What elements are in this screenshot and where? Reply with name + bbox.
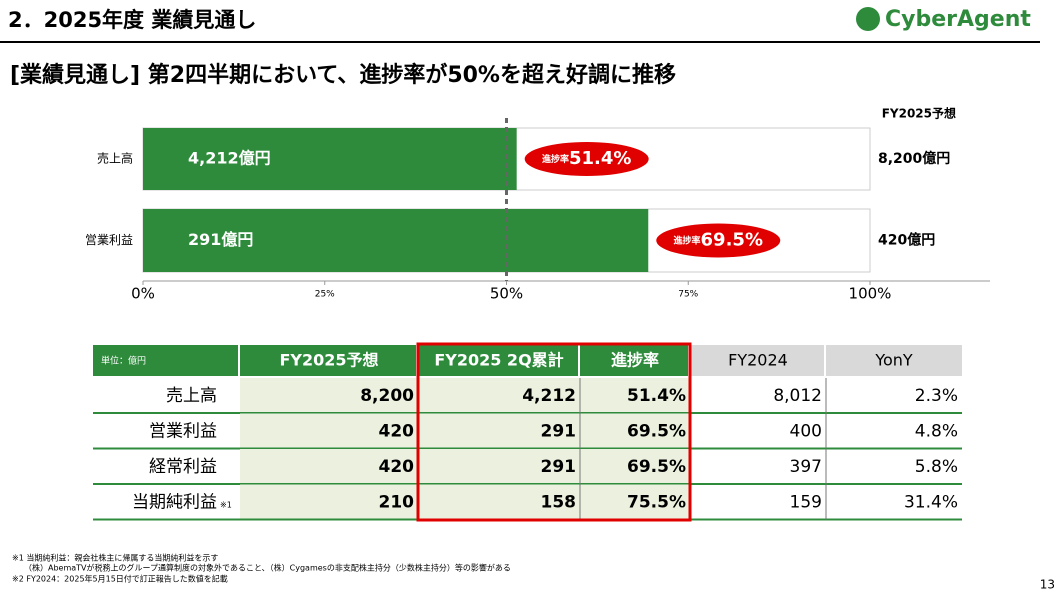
row-label: 当期純利益 xyxy=(132,493,217,513)
header-text: 単位：億円 xyxy=(101,355,146,367)
cell-value: 158 xyxy=(541,493,577,513)
cell-value: 8,200 xyxy=(360,386,414,406)
x-tick-label: 100% xyxy=(849,285,892,303)
header-cell xyxy=(418,345,578,376)
header-text: FY2025予想 xyxy=(279,351,378,370)
cell-value: 69.5% xyxy=(627,422,686,442)
actual-label: 291億円 xyxy=(188,230,253,249)
category-label: 営業利益 xyxy=(85,233,133,247)
logo: CyberAgent xyxy=(885,7,1031,32)
category-label: 売上高 xyxy=(97,151,133,166)
cell-value: 4.8% xyxy=(915,422,958,442)
header-text: FY2025 2Q累計 xyxy=(434,351,563,370)
row-label: 売上高 xyxy=(166,386,217,406)
highlight-box xyxy=(416,342,692,522)
cell-value: 2.3% xyxy=(915,386,958,406)
subtitle: [業績見通し] 第2四半期において、進捗率が50%を超え好調に推移 xyxy=(10,62,676,88)
header-cell xyxy=(826,345,962,376)
slide-title: 2．2025年度 業績見通し xyxy=(8,8,256,32)
x-tick-label: 0% xyxy=(131,285,155,303)
cell-value: 69.5% xyxy=(627,457,686,477)
progress-label: 進捗率51.4% xyxy=(542,148,631,169)
forecast-label: 420億円 xyxy=(878,232,935,249)
x-tick-label: 25% xyxy=(315,290,335,300)
progress-bubble xyxy=(524,142,649,176)
progress-value: 69.5% xyxy=(701,230,763,251)
header-cell xyxy=(580,345,688,376)
bar xyxy=(143,209,649,272)
cell-value: 5.8% xyxy=(915,457,958,477)
row-label: 営業利益 xyxy=(149,422,217,442)
forecast-title: FY2025予想 xyxy=(882,106,956,121)
cell-value: 75.5% xyxy=(627,493,686,513)
cell-highlight xyxy=(240,484,690,520)
forecast-label: 8,200億円 xyxy=(878,150,950,167)
actual-label: 4,212億円 xyxy=(188,149,271,168)
page-number: 13 xyxy=(1040,578,1055,592)
cell-highlight xyxy=(240,413,690,449)
cell-value: 400 xyxy=(790,422,822,442)
cell-value: 397 xyxy=(790,457,822,477)
header-text: FY2024 xyxy=(728,351,788,370)
progress-label: 進捗率69.5% xyxy=(674,230,763,251)
row-note: ※1 xyxy=(220,501,232,510)
footnote: ※1 当期純利益：親会社株主に帰属する当期純利益を示す xyxy=(12,553,218,563)
cell-value: 51.4% xyxy=(627,386,686,406)
progress-value: 51.4% xyxy=(569,148,631,169)
cell-value: 31.4% xyxy=(904,493,958,513)
progress-prefix: 進捗率 xyxy=(674,234,701,246)
cell-value: 210 xyxy=(379,493,415,513)
progress-prefix: 進捗率 xyxy=(542,153,569,165)
header-text: 進捗率 xyxy=(611,351,659,370)
x-tick-label: 75% xyxy=(678,290,698,300)
cell-value: 420 xyxy=(379,457,415,477)
header-text: YonY xyxy=(874,351,913,370)
cell-value: 291 xyxy=(541,422,577,442)
header-cell xyxy=(240,345,416,376)
cell-highlight xyxy=(240,378,690,413)
x-tick-label: 50% xyxy=(490,285,523,303)
footnote: （株）AbemaTVが税務上のグループ通算制度の対象外であること、（株）Cyga… xyxy=(24,563,511,573)
bar xyxy=(143,128,517,190)
progress-bubble xyxy=(656,223,781,258)
header-cell xyxy=(93,345,238,376)
header-cell xyxy=(690,345,824,376)
cell-highlight xyxy=(240,449,690,484)
cell-value: 420 xyxy=(379,422,415,442)
footnote: ※2 FY2024：2025年5月15日付で訂正報告した数値を記載 xyxy=(12,574,228,584)
logo-icon xyxy=(856,7,880,31)
row-label: 経常利益 xyxy=(149,457,217,477)
cell-value: 291 xyxy=(541,457,577,477)
cell-value: 159 xyxy=(790,493,822,513)
cell-value: 8,012 xyxy=(773,386,822,406)
cell-value: 4,212 xyxy=(522,386,576,406)
